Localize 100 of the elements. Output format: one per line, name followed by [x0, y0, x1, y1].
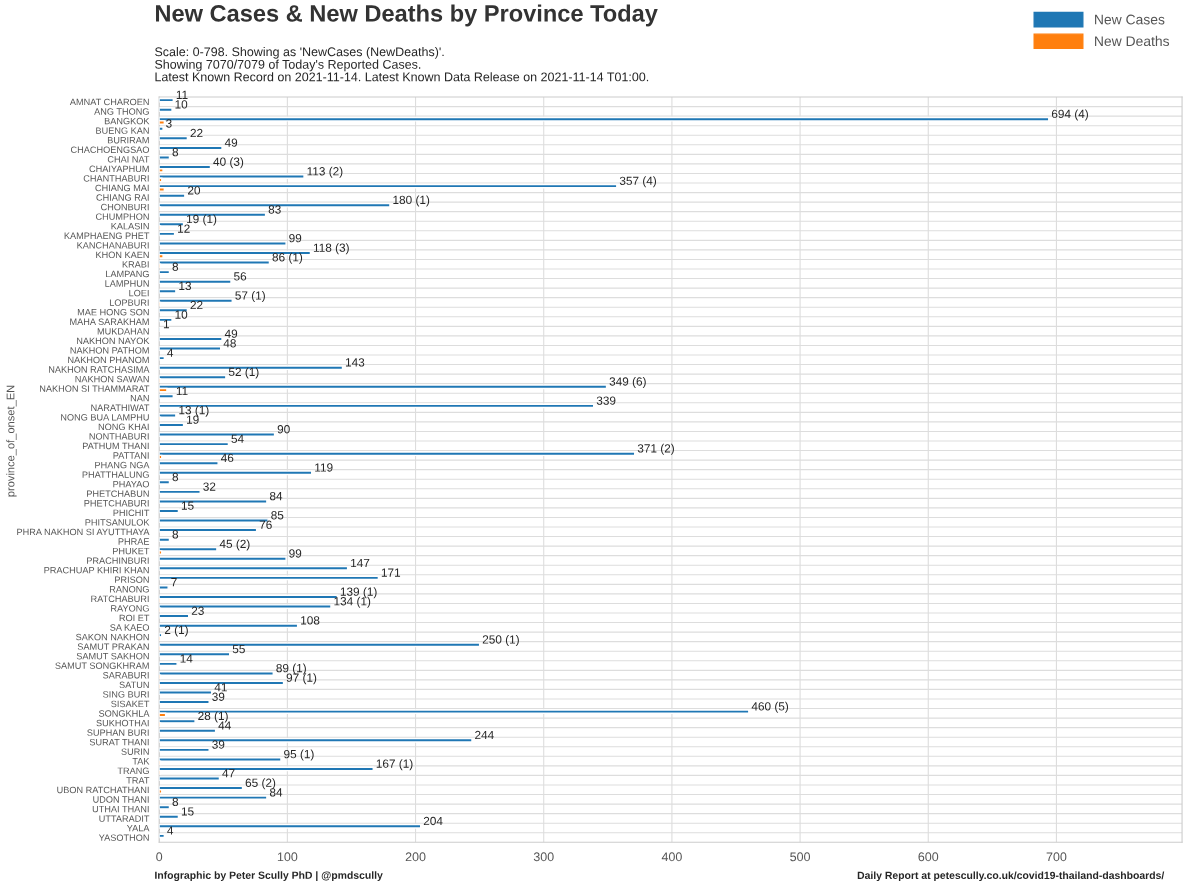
data-label: 47 — [222, 769, 235, 778]
y-tick-label: SARABURI — [103, 672, 149, 679]
data-label: 44 — [218, 721, 231, 730]
data-label: 171 — [381, 568, 401, 577]
data-label: 22 — [190, 300, 203, 310]
y-tick-label: SATUN — [119, 681, 149, 689]
data-label: 180 (1) — [393, 195, 430, 207]
y-tick-label: LOPBURI — [109, 299, 149, 306]
y-tick-label: BANGKOK — [104, 117, 150, 125]
bar — [159, 413, 177, 418]
bar — [159, 374, 227, 380]
y-tick-label: RAYONG — [111, 605, 149, 612]
y-tick-label: CHIANG RAI — [96, 194, 149, 201]
y-tick-label: BURIRAM — [107, 137, 149, 144]
bar — [159, 747, 210, 753]
y-tick-label: KALASIN — [111, 222, 149, 230]
y-tick-label: ROI ET — [119, 614, 150, 622]
bar — [159, 585, 169, 590]
data-label: 8 — [172, 797, 179, 807]
data-label: 57 (1) — [235, 290, 265, 302]
y-tick-label: NONG KHAI — [98, 423, 149, 431]
y-tick-label: NONTHABURI — [89, 433, 149, 440]
legend-label: New Cases — [1095, 14, 1165, 25]
y-tick-label: CHAIYAPHUM — [89, 165, 149, 173]
data-label: 40 (3) — [213, 157, 244, 169]
data-label: 76 — [259, 520, 272, 529]
data-label: 97 (1) — [286, 673, 317, 685]
data-label: 119 — [315, 463, 333, 472]
y-tick-label: AMNAT CHAROEN — [69, 98, 149, 106]
text: Daily Report at petescully.co.uk/covid19-thailand-dashboards/ — [857, 871, 1165, 882]
legend-label: New Deaths — [1095, 35, 1170, 47]
data-label: 19 — [187, 415, 199, 424]
data-label: 99 — [289, 549, 302, 558]
data-label: 3 — [166, 119, 172, 128]
y-tick-label: UTHAI THANI — [92, 805, 149, 813]
data-label: 13 — [179, 281, 192, 291]
y-tick-label: PHICHIT — [113, 509, 150, 517]
data-label: 10 — [175, 310, 188, 319]
bar — [159, 537, 171, 543]
x-tick-label: 400 — [661, 852, 682, 862]
y-tick-label: PHRAE — [118, 538, 150, 545]
y-tick-label: MAHA SARAKHAM — [70, 318, 149, 325]
y-tick-label: SUPHAN BURI — [87, 729, 149, 736]
data-label: 10 — [175, 100, 188, 109]
bar — [159, 460, 219, 466]
data-label: 339 — [596, 396, 616, 405]
y-tick-label: SAMUT SAKHON — [76, 652, 149, 660]
data-label: 8 — [172, 147, 179, 157]
y-tick-label: TRANG — [117, 767, 149, 775]
data-label: 4 — [167, 826, 174, 835]
y-tick-label: SISAKET — [111, 700, 150, 708]
bar — [159, 565, 349, 571]
y-tick-label: CHONBURI — [101, 203, 149, 211]
y-tick-label: KRABI — [122, 261, 149, 268]
y-tick-label: CHANTHABURI — [83, 175, 149, 182]
chart-subtitle: Scale: 0-798. Showing as 'NewCases (NewDeaths)'. Showing 7070/7079 of Today's Reported Cases. Latest Known Record on 2021-11-14. Latest Known Data Release on 2021-11-14 T01:00. — [155, 47, 649, 82]
y-tick-label: MUKDAHAN — [97, 328, 149, 335]
data-label: 15 — [181, 501, 194, 510]
bar — [159, 546, 218, 552]
data-label: 113 (2) — [307, 166, 343, 178]
data-label: 12 — [178, 224, 190, 233]
y-tick-label: PHAYAO — [113, 480, 150, 488]
data-label: 14 — [180, 654, 193, 663]
y-tick-label: TAK — [132, 758, 150, 765]
bar — [159, 757, 282, 762]
data-label: 20 — [187, 186, 201, 195]
y-tick-label: SAMUT PRAKAN — [77, 643, 149, 650]
y-tick-label: PHETCHABURI — [84, 500, 149, 507]
data-label: 65 (2) — [245, 778, 276, 790]
data-label: 8 — [172, 530, 179, 539]
chart-title: New Cases & New Deaths by Province Today — [156, 4, 658, 27]
data-label: 83 — [268, 205, 281, 214]
y-tick-label: KANCHANABURI — [77, 242, 149, 249]
data-label: 54 — [231, 434, 244, 443]
y-tick-label: LAMPHUN — [105, 280, 149, 287]
y-tick-label: CHAI NAT — [107, 156, 150, 163]
y-tick-label: PHITSANULOK — [85, 519, 150, 526]
data-label: 694 (4) — [1051, 109, 1088, 121]
y-tick-label: CHACHOENGSAO — [70, 146, 150, 153]
y-tick-label: RANONG — [109, 586, 149, 593]
data-label: 55 — [232, 644, 245, 654]
data-label: 56 — [234, 272, 247, 281]
y-tick-label: SAMUT SONGKHRAM — [55, 662, 149, 669]
bar — [159, 479, 171, 485]
y-tick-label: ANG THONG — [94, 108, 149, 115]
y-tick-label: UDON THANI — [93, 796, 149, 803]
data-label: 49 — [224, 138, 238, 147]
bar — [159, 107, 173, 113]
x-tick-label: 100 — [277, 852, 298, 862]
data-label: 118 (3) — [313, 243, 349, 255]
bar — [159, 241, 287, 246]
y-tick-label: PRISON — [115, 576, 149, 583]
data-label: 86 (1) — [272, 252, 303, 264]
bar — [159, 135, 189, 141]
y-tick-label: PHANG NGA — [95, 461, 150, 469]
y-axis-title: province_of_onset_EN — [6, 385, 17, 497]
y-tick-label: KHON KAEN — [96, 251, 149, 259]
data-label: 147 — [351, 558, 370, 568]
y-tick-label: YALA — [126, 824, 150, 832]
y-tick-label: NAKHON PATHOM — [70, 347, 149, 354]
